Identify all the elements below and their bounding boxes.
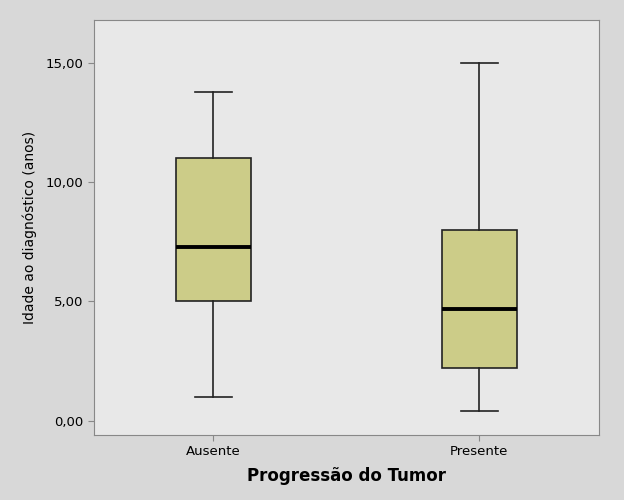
X-axis label: Progressão do Tumor: Progressão do Tumor	[247, 467, 446, 485]
PathPatch shape	[176, 158, 251, 302]
PathPatch shape	[442, 230, 517, 368]
Y-axis label: Idade ao diagnóstico (anos): Idade ao diagnóstico (anos)	[22, 131, 37, 324]
